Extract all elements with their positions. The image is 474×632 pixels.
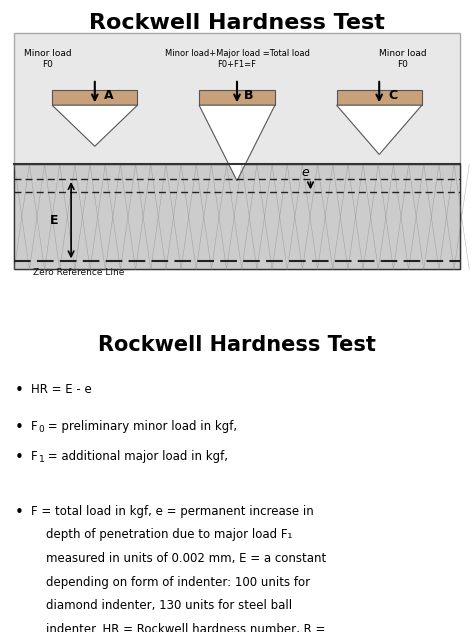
Text: E: E	[50, 214, 59, 227]
Text: F = total load in kgf, e = permanent increase in: F = total load in kgf, e = permanent inc…	[31, 504, 314, 518]
FancyBboxPatch shape	[14, 33, 460, 269]
Text: Minor load+Major load =Total load
F0+F1=F: Minor load+Major load =Total load F0+F1=…	[164, 49, 310, 69]
Text: Rockwell Hardness Test: Rockwell Hardness Test	[89, 13, 385, 33]
Text: •: •	[15, 504, 23, 520]
Polygon shape	[199, 105, 275, 181]
Text: indenter. HR = Rockwell hardness number, R =: indenter. HR = Rockwell hardness number,…	[31, 623, 325, 632]
Text: Minor load
F0: Minor load F0	[24, 49, 71, 69]
Text: diamond indenter, 130 units for steel ball: diamond indenter, 130 units for steel ba…	[31, 599, 292, 612]
Text: Minor load
F0: Minor load F0	[379, 49, 427, 69]
Bar	[52, 90, 137, 105]
Polygon shape	[52, 105, 137, 146]
Text: measured in units of 0.002 mm, E = a constant: measured in units of 0.002 mm, E = a con…	[31, 552, 326, 565]
Text: •: •	[15, 450, 23, 465]
Text: 0: 0	[39, 425, 45, 434]
Text: Rockwell Hardness Test: Rockwell Hardness Test	[98, 335, 376, 355]
Text: depending on form of indenter: 100 units for: depending on form of indenter: 100 units…	[31, 576, 310, 588]
Text: = preliminary minor load in kgf,: = preliminary minor load in kgf,	[44, 420, 237, 433]
Bar	[337, 90, 422, 105]
Bar	[199, 90, 275, 105]
Text: •: •	[15, 383, 23, 398]
Text: = additional major load in kgf,: = additional major load in kgf,	[44, 450, 228, 463]
Text: Zero Reference Line: Zero Reference Line	[33, 268, 125, 277]
Text: 1: 1	[39, 456, 45, 465]
Text: B: B	[244, 89, 254, 102]
Text: F: F	[31, 420, 37, 433]
Text: depth of penetration due to major load F₁: depth of penetration due to major load F…	[31, 528, 292, 541]
Text: F: F	[31, 450, 37, 463]
Text: e: e	[302, 166, 310, 179]
Text: HR = E - e: HR = E - e	[31, 383, 91, 396]
Text: A: A	[104, 89, 114, 102]
Polygon shape	[337, 105, 422, 154]
Text: C: C	[389, 89, 398, 102]
Bar	[14, 164, 460, 269]
Text: •: •	[15, 420, 23, 435]
